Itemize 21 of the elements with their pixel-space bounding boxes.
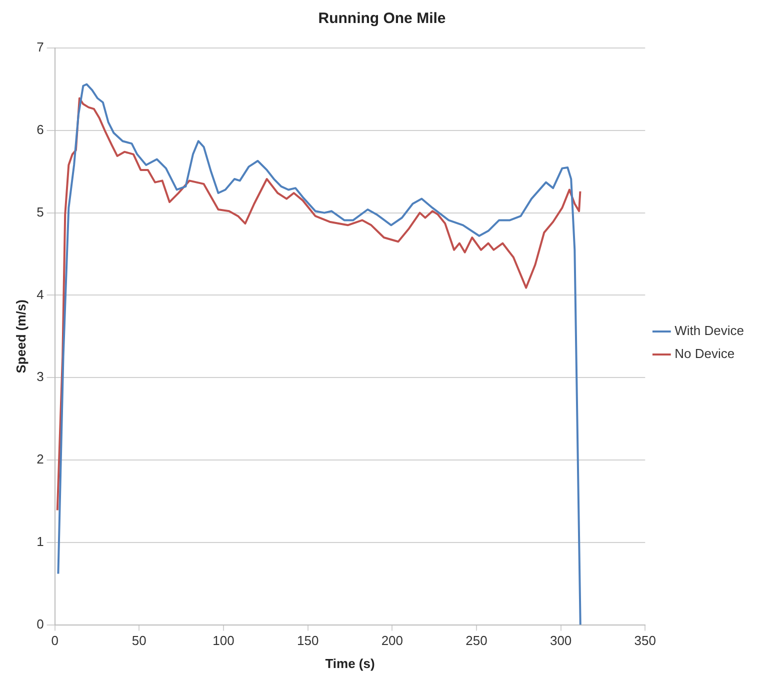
x-axis-title: Time (s) — [325, 656, 375, 671]
y-tick-label: 7 — [36, 40, 44, 55]
y-tick-label: 0 — [36, 616, 44, 632]
x-tick-label: 50 — [132, 633, 146, 648]
x-tick-label: 300 — [550, 633, 572, 648]
x-tick-label: 150 — [296, 633, 319, 648]
legend-label: No Device — [674, 346, 735, 362]
y-axis-title: Speed (m/s) — [13, 300, 28, 374]
chart-title: Running One Mile — [318, 10, 446, 28]
legend-label: With Device — [674, 323, 744, 338]
y-tick-label: 3 — [36, 369, 44, 384]
y-tick-label: 2 — [36, 452, 44, 467]
x-tick-label: 100 — [212, 633, 234, 648]
y-tick-label: 5 — [36, 204, 44, 220]
x-tick-label: 0 — [51, 633, 58, 648]
x-tick-label: 350 — [634, 633, 656, 648]
y-tick-label: 1 — [36, 534, 44, 549]
y-tick-label: 4 — [36, 286, 44, 302]
x-tick-label: 200 — [381, 633, 404, 648]
x-tick-label: 250 — [466, 633, 488, 648]
y-tick-label: 6 — [36, 122, 44, 137]
